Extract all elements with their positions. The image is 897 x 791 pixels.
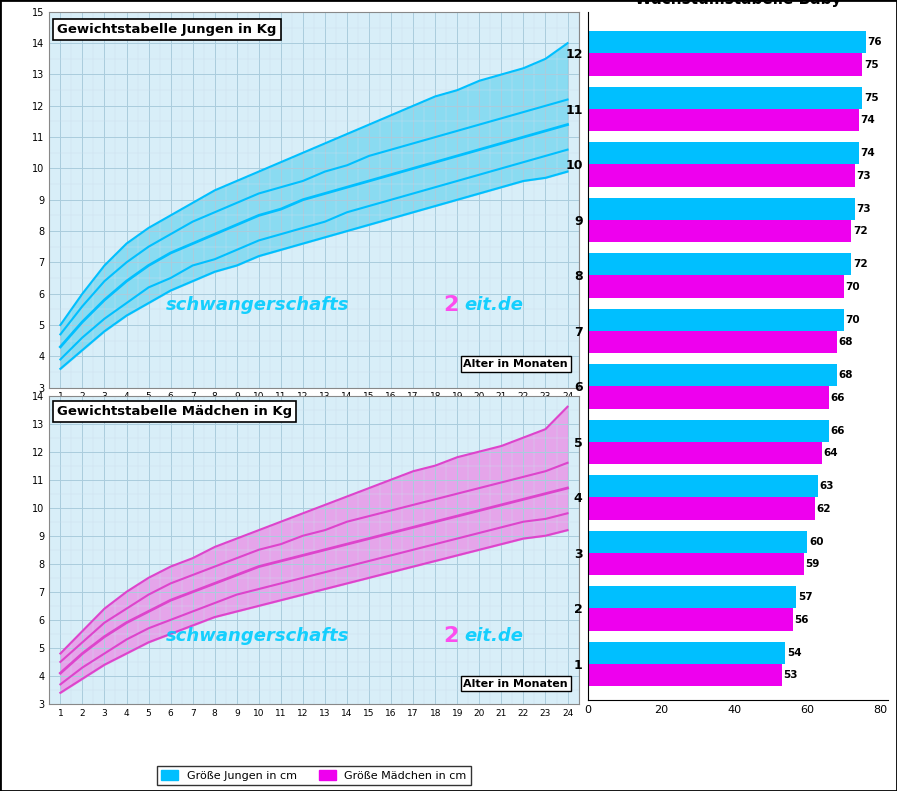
Text: 2: 2 [444, 626, 459, 646]
Text: 74: 74 [860, 149, 875, 158]
Bar [588, 531, 807, 553]
Bar [588, 586, 797, 608]
Text: schwangerschafts: schwangerschafts [166, 296, 349, 314]
Bar [588, 198, 855, 220]
Legend: Größe Jungen in cm, Größe Mädchen in cm: Größe Jungen in cm, Größe Mädchen in cm [157, 766, 471, 785]
Text: 73: 73 [857, 204, 871, 214]
Bar [588, 32, 866, 54]
Text: 63: 63 [820, 482, 834, 491]
Bar [588, 142, 858, 165]
Title: Wachstumstabelle Baby: Wachstumstabelle Baby [634, 0, 841, 6]
Text: 76: 76 [867, 37, 882, 47]
Text: 75: 75 [864, 59, 878, 70]
Bar [588, 220, 851, 242]
Text: eit.de: eit.de [465, 296, 524, 314]
Text: 64: 64 [823, 448, 838, 458]
Bar [588, 664, 782, 686]
Bar [588, 275, 844, 297]
Text: 75: 75 [864, 93, 878, 103]
Text: 57: 57 [797, 592, 813, 603]
Text: 56: 56 [794, 615, 809, 625]
Text: 2: 2 [444, 295, 459, 315]
Text: Gewichtstabelle Mädchen in Kg: Gewichtstabelle Mädchen in Kg [57, 405, 292, 418]
Bar [588, 87, 862, 109]
Bar [588, 387, 830, 409]
Text: schwangerschafts: schwangerschafts [166, 627, 349, 645]
Text: 68: 68 [838, 370, 853, 380]
Text: 73: 73 [857, 171, 871, 180]
Bar [588, 54, 862, 76]
Bar [588, 420, 830, 442]
Text: 62: 62 [816, 504, 831, 513]
Bar [588, 642, 786, 664]
Text: 66: 66 [831, 426, 845, 436]
Text: 54: 54 [787, 648, 802, 658]
Text: 70: 70 [846, 282, 860, 292]
Text: Gewichtstabelle Jungen in Kg: Gewichtstabelle Jungen in Kg [57, 23, 276, 36]
Text: 74: 74 [860, 115, 875, 125]
Text: eit.de: eit.de [465, 627, 524, 645]
Bar [588, 331, 837, 353]
Bar [588, 308, 844, 331]
Bar [588, 165, 855, 187]
Text: 60: 60 [809, 537, 823, 547]
Bar [588, 553, 804, 575]
Text: Alter in Monaten: Alter in Monaten [464, 679, 568, 688]
Text: 72: 72 [853, 226, 867, 236]
Bar [588, 365, 837, 387]
Bar [588, 253, 851, 275]
Text: 53: 53 [783, 670, 797, 680]
Bar [588, 498, 814, 520]
Bar [588, 109, 858, 131]
Bar [588, 442, 822, 464]
Text: 66: 66 [831, 392, 845, 403]
Text: 68: 68 [838, 337, 853, 347]
Bar [588, 475, 818, 498]
Text: 70: 70 [846, 315, 860, 325]
Text: 59: 59 [806, 559, 820, 569]
Bar [588, 608, 793, 630]
Text: Alter in Monaten: Alter in Monaten [464, 359, 568, 369]
Text: 72: 72 [853, 259, 867, 270]
